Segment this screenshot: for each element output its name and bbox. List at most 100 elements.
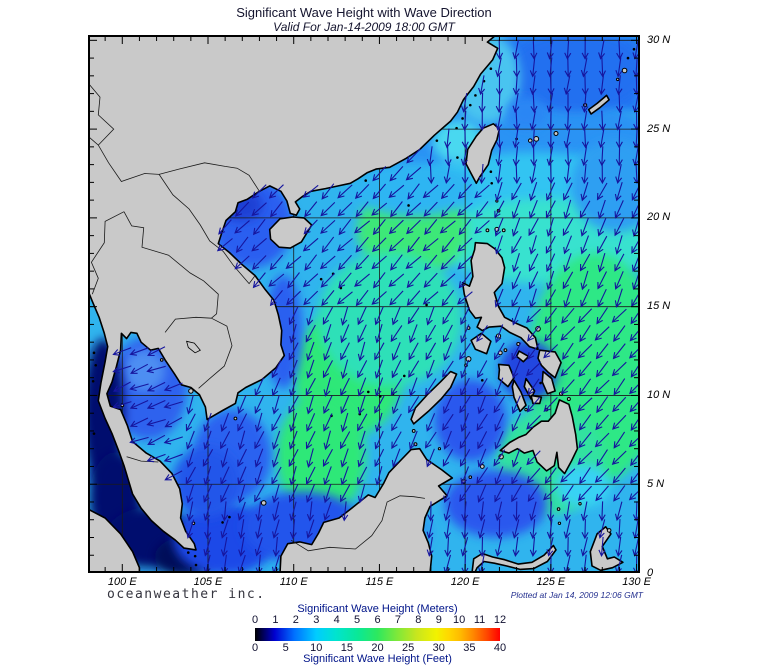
island (578, 502, 582, 506)
x-axis-label: 100 E (107, 576, 137, 588)
islet (490, 181, 494, 185)
islet (228, 515, 231, 519)
land-hainan (268, 216, 313, 249)
legend-meters-value: 11 (473, 614, 486, 626)
legend-meters-value: 1 (272, 614, 279, 626)
land-palawan (410, 370, 458, 425)
land-negros (511, 379, 527, 413)
islet (221, 521, 224, 524)
island (503, 348, 508, 353)
land-mindoro (470, 332, 492, 355)
y-axis-label: 10 N (647, 388, 671, 401)
islet (402, 374, 406, 378)
land-halmahera (589, 526, 624, 572)
country-border (198, 317, 233, 389)
islet (364, 179, 368, 182)
islet (319, 277, 323, 281)
country-border (88, 135, 260, 192)
x-axis-label: 115 E (365, 576, 394, 588)
island (468, 475, 473, 479)
islet (91, 379, 95, 383)
islet (407, 204, 410, 207)
land-okinawa (587, 94, 610, 115)
wave-height-colorbar (255, 628, 500, 641)
country-border (123, 211, 219, 319)
country-border (164, 316, 212, 333)
legend-feet-value: 20 (371, 642, 384, 654)
legend-meters-value: 5 (354, 614, 361, 626)
islet (186, 551, 190, 554)
legend-meters-value: 2 (292, 614, 299, 626)
country-border (158, 174, 256, 285)
x-axis-label: 120 E (450, 576, 480, 588)
y-axis-label: 15 N (647, 300, 671, 313)
islet (474, 94, 477, 97)
islet (435, 139, 439, 142)
island (533, 135, 540, 142)
island (524, 407, 528, 412)
islet (480, 379, 484, 382)
island (553, 131, 559, 137)
legend-meters-value: 8 (415, 614, 422, 626)
legend-feet-value: 10 (310, 642, 323, 654)
y-axis-label: 25 N (647, 122, 671, 135)
legend-feet-value: 40 (493, 642, 507, 654)
legend-meters-value: 12 (493, 614, 507, 626)
island (233, 416, 238, 421)
oceanweather-logo-text: oceanweather inc. (107, 587, 266, 602)
country-border (90, 211, 125, 295)
island (501, 228, 506, 233)
island (485, 228, 490, 233)
valid-time-subtitle: Valid For Jan-14-2009 18:00 GMT (273, 20, 455, 34)
island (606, 528, 612, 533)
legend-meters-value: 6 (374, 614, 381, 626)
land-bohol (530, 394, 543, 405)
islet (94, 363, 98, 367)
islet (425, 303, 428, 307)
legend-feet-value: 15 (340, 642, 353, 654)
y-axis-label: 20 N (647, 211, 671, 224)
legend-feet-value: 5 (282, 642, 289, 654)
map-plot-area (87, 35, 640, 573)
islet (489, 67, 493, 71)
islet (632, 47, 636, 51)
island (437, 447, 442, 451)
island (621, 67, 628, 74)
islet (378, 395, 382, 398)
legend-feet-value: 30 (432, 642, 445, 654)
land-leyte (541, 370, 556, 395)
legend-feet-value: 0 (251, 642, 259, 654)
land-sulawesi (471, 544, 557, 573)
legend-meters-value: 4 (333, 614, 340, 626)
island (159, 358, 164, 362)
map-canvas (87, 35, 640, 573)
y-axis-label: 30 N (647, 33, 671, 46)
islet (366, 390, 370, 394)
legend-meters-value: 0 (251, 614, 259, 626)
land-luzon (461, 241, 539, 351)
y-axis-label: 0 (647, 566, 654, 579)
islet (456, 156, 459, 159)
legend-meters-value: 3 (313, 614, 320, 626)
islet (489, 170, 493, 174)
legend-title-meters: Significant Wave Height (Meters) (297, 603, 458, 615)
islet (92, 351, 96, 355)
island (188, 388, 194, 394)
legend-feet-value: 35 (463, 642, 476, 654)
island (479, 464, 485, 469)
island (411, 429, 416, 433)
island (557, 521, 562, 525)
land-panay (497, 363, 515, 388)
land-borneo (279, 447, 454, 573)
islet (461, 117, 464, 120)
y-axis-label: 5 N (647, 477, 665, 490)
country-border (290, 495, 425, 552)
island (616, 77, 620, 82)
island (566, 396, 571, 401)
legend-meters-value: 7 (394, 614, 401, 626)
country-border (88, 82, 115, 146)
island (260, 500, 267, 506)
page-title: Significant Wave Height with Wave Direct… (236, 5, 492, 20)
legend-feet-value: 25 (402, 642, 415, 654)
